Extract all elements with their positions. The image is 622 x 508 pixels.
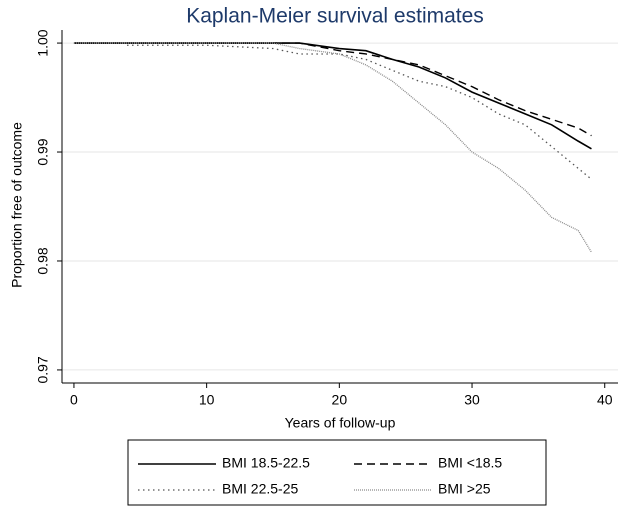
series-line — [73, 42, 592, 150]
x-tick-label: 30 — [464, 392, 480, 408]
y-axis-label: Proportion free of outcome — [9, 122, 25, 288]
y-tick-label: 1.00 — [35, 29, 51, 56]
x-tick-label: 10 — [199, 392, 215, 408]
y-tick-label: 0.99 — [35, 138, 51, 165]
x-tick-label: 0 — [70, 392, 78, 408]
x-axis-label: Years of follow-up — [285, 415, 396, 431]
y-tick-label: 0.98 — [35, 247, 51, 274]
series-line — [73, 42, 592, 137]
legend-box — [127, 439, 547, 506]
legend-label: BMI <18.5 — [438, 455, 502, 471]
x-tick-label: 20 — [332, 392, 348, 408]
series-line — [127, 44, 592, 180]
y-tick-label: 0.97 — [35, 356, 51, 383]
legend-label: BMI 22.5-25 — [222, 481, 298, 497]
chart-title: Kaplan-Meier survival estimates — [186, 5, 484, 28]
legend-label: BMI >25 — [438, 481, 491, 497]
legend-label: BMI 18.5-22.5 — [222, 455, 310, 471]
series-line — [73, 42, 593, 253]
x-tick-label: 40 — [597, 392, 613, 408]
